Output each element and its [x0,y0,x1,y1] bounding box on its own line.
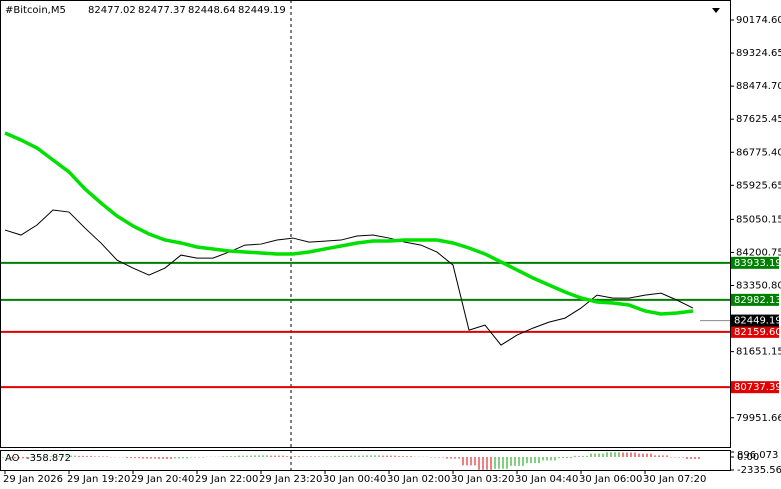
x-tick-label: 29 Jan 23:20 [259,474,322,485]
level-label-bg [731,325,779,338]
level-label: 80737.39 [734,382,781,393]
price-line [4,209,694,346]
y-tick-label: 79951.66 [736,413,781,424]
x-tick-label: 29 Jan 22:00 [195,474,258,485]
level-label: 82159.60 [734,327,781,338]
level-label-bg [731,381,779,394]
ao-panel [0,450,731,471]
x-tick-label: 30 Jan 07:20 [643,474,706,485]
ao-name: AO [5,453,20,464]
x-tick-label: 29 Jan 19:20 [67,474,130,485]
ohlc-value: 82477.02 [88,5,136,16]
y-tick-label: 87625.45 [736,114,781,125]
x-tick-label: 30 Jan 00:40 [323,474,386,485]
y-tick-label: 81651.15 [736,347,781,358]
level-label-bg [731,293,779,306]
x-tick-label: 30 Jan 04:40 [515,474,578,485]
level-label: 83933.19 [734,258,781,269]
y-tick-label: 89324.65 [736,48,781,59]
x-tick-label: 29 Jan 2026 [3,474,63,485]
price-panel [0,0,731,448]
x-tick-label: 30 Jan 03:20 [451,474,514,485]
y-tick-label: 85925.65 [736,180,781,191]
y-tick-label: 83350.80 [736,281,781,292]
y-tick-label: 86775.40 [736,147,781,158]
ohlc-value: 82448.64 [188,5,236,16]
ao-tick-label: 0.00 [737,452,759,463]
symbol: #Bitcoin,M5 [5,5,66,16]
last-price-label: 82449.19 [734,316,781,327]
ohlc-value: 82449.19 [238,5,286,16]
level-label-bg [731,256,779,269]
ao-value: -358.872 [26,453,71,464]
y-tick-label: 90174.60 [736,15,781,26]
y-tick-label: 85050.15 [736,214,781,225]
moving-average [4,131,694,316]
menu-arrow [712,8,720,13]
y-tick-label: 84200.75 [736,247,781,258]
last-price-bg [731,314,779,327]
x-tick-label: 30 Jan 02:00 [387,474,450,485]
x-tick-label: 30 Jan 06:00 [579,474,642,485]
ohlc-value: 82477.37 [138,5,186,16]
ao-tick-label: 896.073 [737,450,778,461]
ao-tick-label: -2335.564 [737,465,781,476]
y-tick-label: 88474.70 [736,81,781,92]
x-tick-label: 29 Jan 20:40 [131,474,194,485]
level-label: 82982.13 [734,295,781,306]
